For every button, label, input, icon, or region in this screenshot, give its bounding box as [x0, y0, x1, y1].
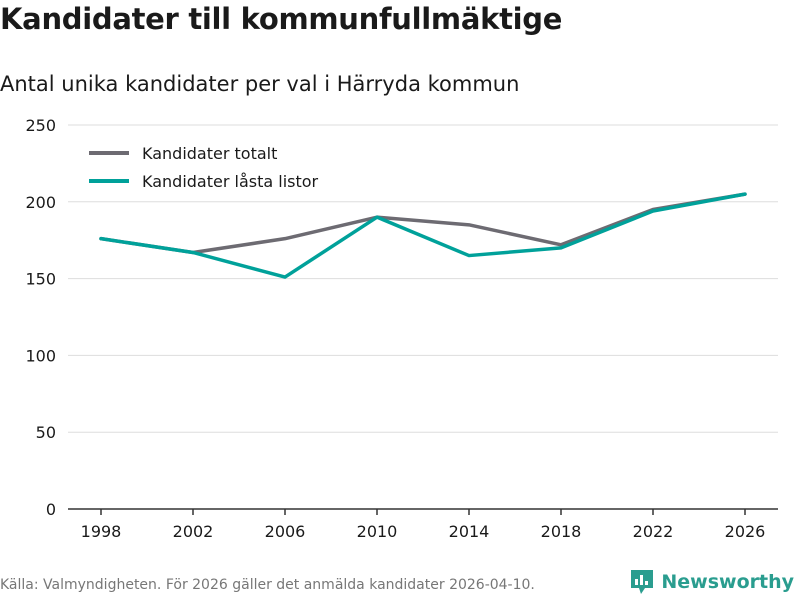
series-line-1 [99, 192, 747, 279]
legend-label: Kandidater låsta listor [142, 172, 319, 191]
line-chart: 0 50 100 150 200 250 1998 2002 2006 2010 2014 2018… [25, 116, 778, 541]
x-tick-label: 2014 [449, 522, 490, 541]
legend-label: Kandidater totalt [142, 144, 277, 163]
x-tick-label: 2018 [541, 522, 582, 541]
y-tick-label: 200 [25, 193, 56, 212]
brand-name: Newsworthy [661, 571, 794, 593]
newsworthy-logo-icon [631, 570, 654, 594]
source-footnote: Källa: Valmyndigheten. För 2026 gäller d… [0, 577, 535, 593]
y-tick-label: 50 [36, 423, 56, 442]
x-tick-label: 2002 [173, 522, 214, 541]
y-tick-label: 150 [25, 270, 56, 289]
x-tick-label: 1998 [81, 522, 122, 541]
x-tick-label: 2006 [265, 522, 306, 541]
gridlines [68, 124, 778, 433]
series-lines [99, 192, 747, 279]
legend: Kandidater totalt Kandidater låsta listor [89, 144, 319, 191]
x-tick-label: 2026 [725, 522, 766, 541]
y-axis-ticks: 0 50 100 150 200 250 [25, 116, 56, 519]
x-axis: 1998 2002 2006 2010 2014 2018 2022 2026 [68, 508, 778, 541]
brand-logo: Newsworthy [629, 568, 794, 596]
chart-subtitle: Antal unika kandidater per val i Härryda… [0, 72, 520, 96]
chart-title: Kandidater till kommunfullmäktige [0, 2, 563, 36]
x-tick-label: 2010 [357, 522, 398, 541]
series-line-0 [99, 192, 747, 255]
y-tick-label: 0 [46, 500, 56, 519]
y-tick-label: 100 [25, 346, 56, 365]
y-tick-label: 250 [25, 116, 56, 135]
x-tick-label: 2022 [633, 522, 674, 541]
